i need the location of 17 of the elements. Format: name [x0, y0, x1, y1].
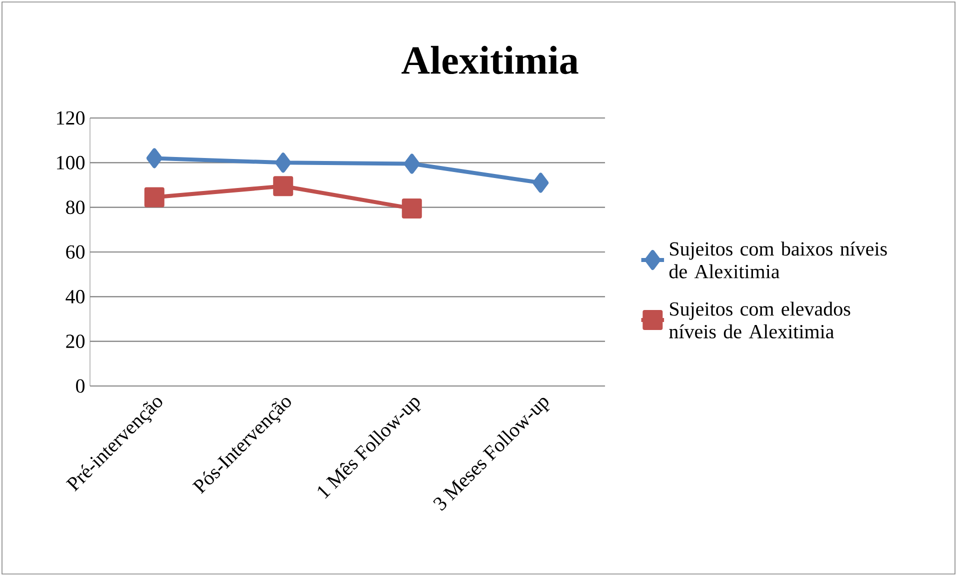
chart-title: Alexitimia — [402, 46, 578, 74]
point — [144, 187, 164, 208]
point — [273, 176, 294, 196]
y-tick-label: 100 — [57, 156, 85, 170]
point — [146, 148, 162, 168]
y-tick-label: 60 — [66, 245, 85, 259]
y-tick-label: 20 — [66, 334, 85, 348]
y-tick-label: 80 — [66, 200, 85, 214]
legend-label: Sujeitos com elevados níveis de Alexitimia — [669, 302, 850, 338]
point — [402, 198, 422, 218]
y-tick-label: 0 — [76, 379, 85, 393]
point — [275, 152, 292, 173]
legend-label: Sujeitos com baixos níveis de Alexitimia — [669, 242, 887, 278]
point — [404, 154, 420, 174]
y-tick-label: 120 — [57, 111, 85, 125]
y-tick-label: 40 — [66, 290, 85, 304]
point — [532, 172, 549, 193]
